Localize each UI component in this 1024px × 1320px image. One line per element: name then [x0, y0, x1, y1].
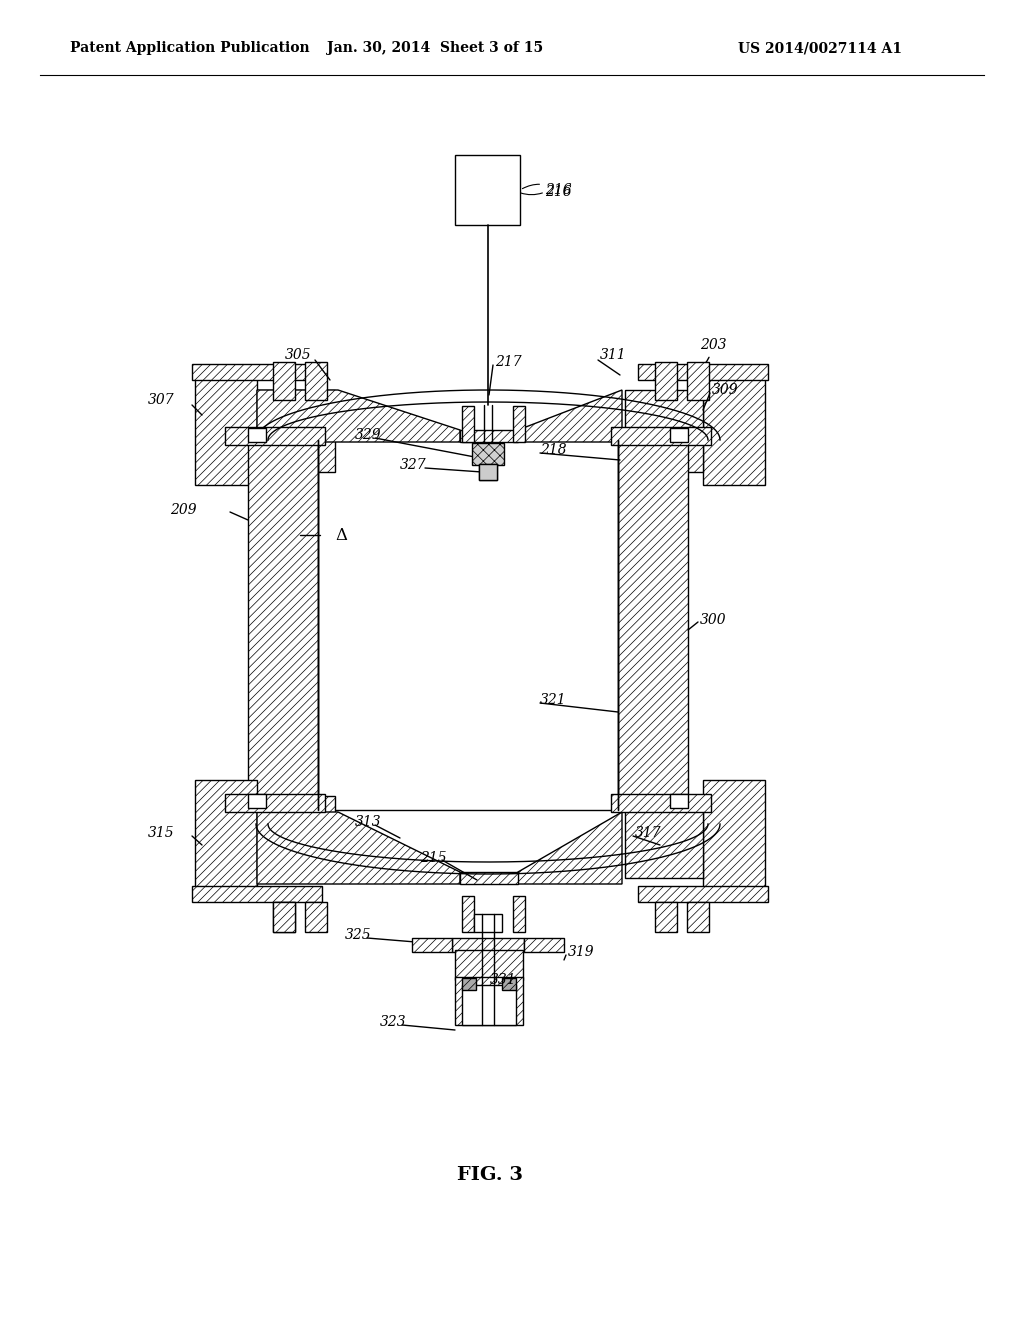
Bar: [248, 440, 318, 810]
Bar: [524, 939, 564, 952]
Bar: [452, 939, 524, 952]
Bar: [472, 444, 504, 465]
Bar: [195, 780, 257, 890]
Polygon shape: [518, 812, 622, 884]
Bar: [670, 795, 688, 808]
Bar: [462, 407, 474, 442]
Bar: [225, 795, 325, 812]
Text: 307: 307: [148, 393, 175, 407]
Text: 203: 203: [684, 338, 727, 380]
Text: 305: 305: [285, 348, 311, 362]
Bar: [273, 902, 295, 932]
Polygon shape: [257, 389, 460, 442]
Bar: [611, 795, 711, 812]
Bar: [638, 886, 768, 902]
Text: 215: 215: [420, 851, 446, 865]
Text: Patent Application Publication: Patent Application Publication: [70, 41, 309, 55]
Bar: [257, 796, 335, 878]
Polygon shape: [257, 812, 460, 884]
Bar: [611, 426, 711, 445]
Text: US 2014/0027114 A1: US 2014/0027114 A1: [738, 41, 902, 55]
Bar: [479, 465, 497, 480]
Bar: [655, 362, 677, 400]
Text: Jan. 30, 2014  Sheet 3 of 15: Jan. 30, 2014 Sheet 3 of 15: [327, 41, 543, 55]
Bar: [195, 375, 257, 484]
Polygon shape: [460, 873, 518, 884]
Bar: [318, 440, 618, 810]
Bar: [670, 428, 688, 442]
Bar: [455, 154, 520, 224]
Bar: [193, 364, 322, 380]
Text: 311: 311: [600, 348, 627, 362]
Text: 317: 317: [635, 826, 662, 840]
Bar: [248, 428, 266, 442]
Bar: [248, 795, 266, 808]
Bar: [513, 407, 525, 442]
Text: 319: 319: [568, 945, 595, 960]
Text: 321: 321: [540, 693, 566, 708]
Text: 331: 331: [490, 973, 517, 987]
Text: 329: 329: [355, 428, 382, 442]
Text: 315: 315: [148, 826, 175, 840]
Bar: [474, 913, 502, 932]
Text: 209: 209: [170, 503, 197, 517]
Bar: [305, 362, 327, 400]
Text: 309: 309: [712, 383, 738, 397]
Text: 325: 325: [345, 928, 372, 942]
Bar: [625, 389, 703, 473]
Bar: [479, 465, 497, 480]
Bar: [703, 780, 765, 890]
Bar: [455, 977, 523, 1026]
Bar: [655, 902, 677, 932]
Polygon shape: [460, 430, 518, 442]
Bar: [273, 902, 295, 932]
Polygon shape: [518, 389, 622, 442]
Bar: [462, 896, 474, 932]
Bar: [703, 375, 765, 484]
Text: 216: 216: [522, 183, 571, 197]
Bar: [462, 985, 516, 1026]
Text: 313: 313: [355, 814, 382, 829]
Bar: [455, 950, 523, 979]
Bar: [638, 364, 768, 380]
Bar: [502, 978, 516, 990]
Bar: [305, 902, 327, 932]
Text: FIG. 3: FIG. 3: [457, 1166, 523, 1184]
Bar: [625, 796, 703, 878]
Bar: [687, 362, 709, 400]
Text: 218: 218: [540, 444, 566, 457]
Bar: [273, 362, 295, 400]
Bar: [257, 389, 335, 473]
Bar: [225, 426, 325, 445]
Bar: [687, 902, 709, 932]
Text: 327: 327: [400, 458, 427, 473]
Text: 323: 323: [380, 1015, 407, 1030]
Text: 216: 216: [545, 185, 571, 199]
Bar: [481, 447, 495, 462]
Text: 217: 217: [495, 355, 521, 370]
Bar: [412, 939, 452, 952]
Bar: [618, 440, 688, 810]
Text: Δ: Δ: [335, 527, 347, 544]
Bar: [513, 896, 525, 932]
Bar: [462, 978, 476, 990]
Text: 300: 300: [700, 612, 727, 627]
Bar: [193, 886, 322, 902]
